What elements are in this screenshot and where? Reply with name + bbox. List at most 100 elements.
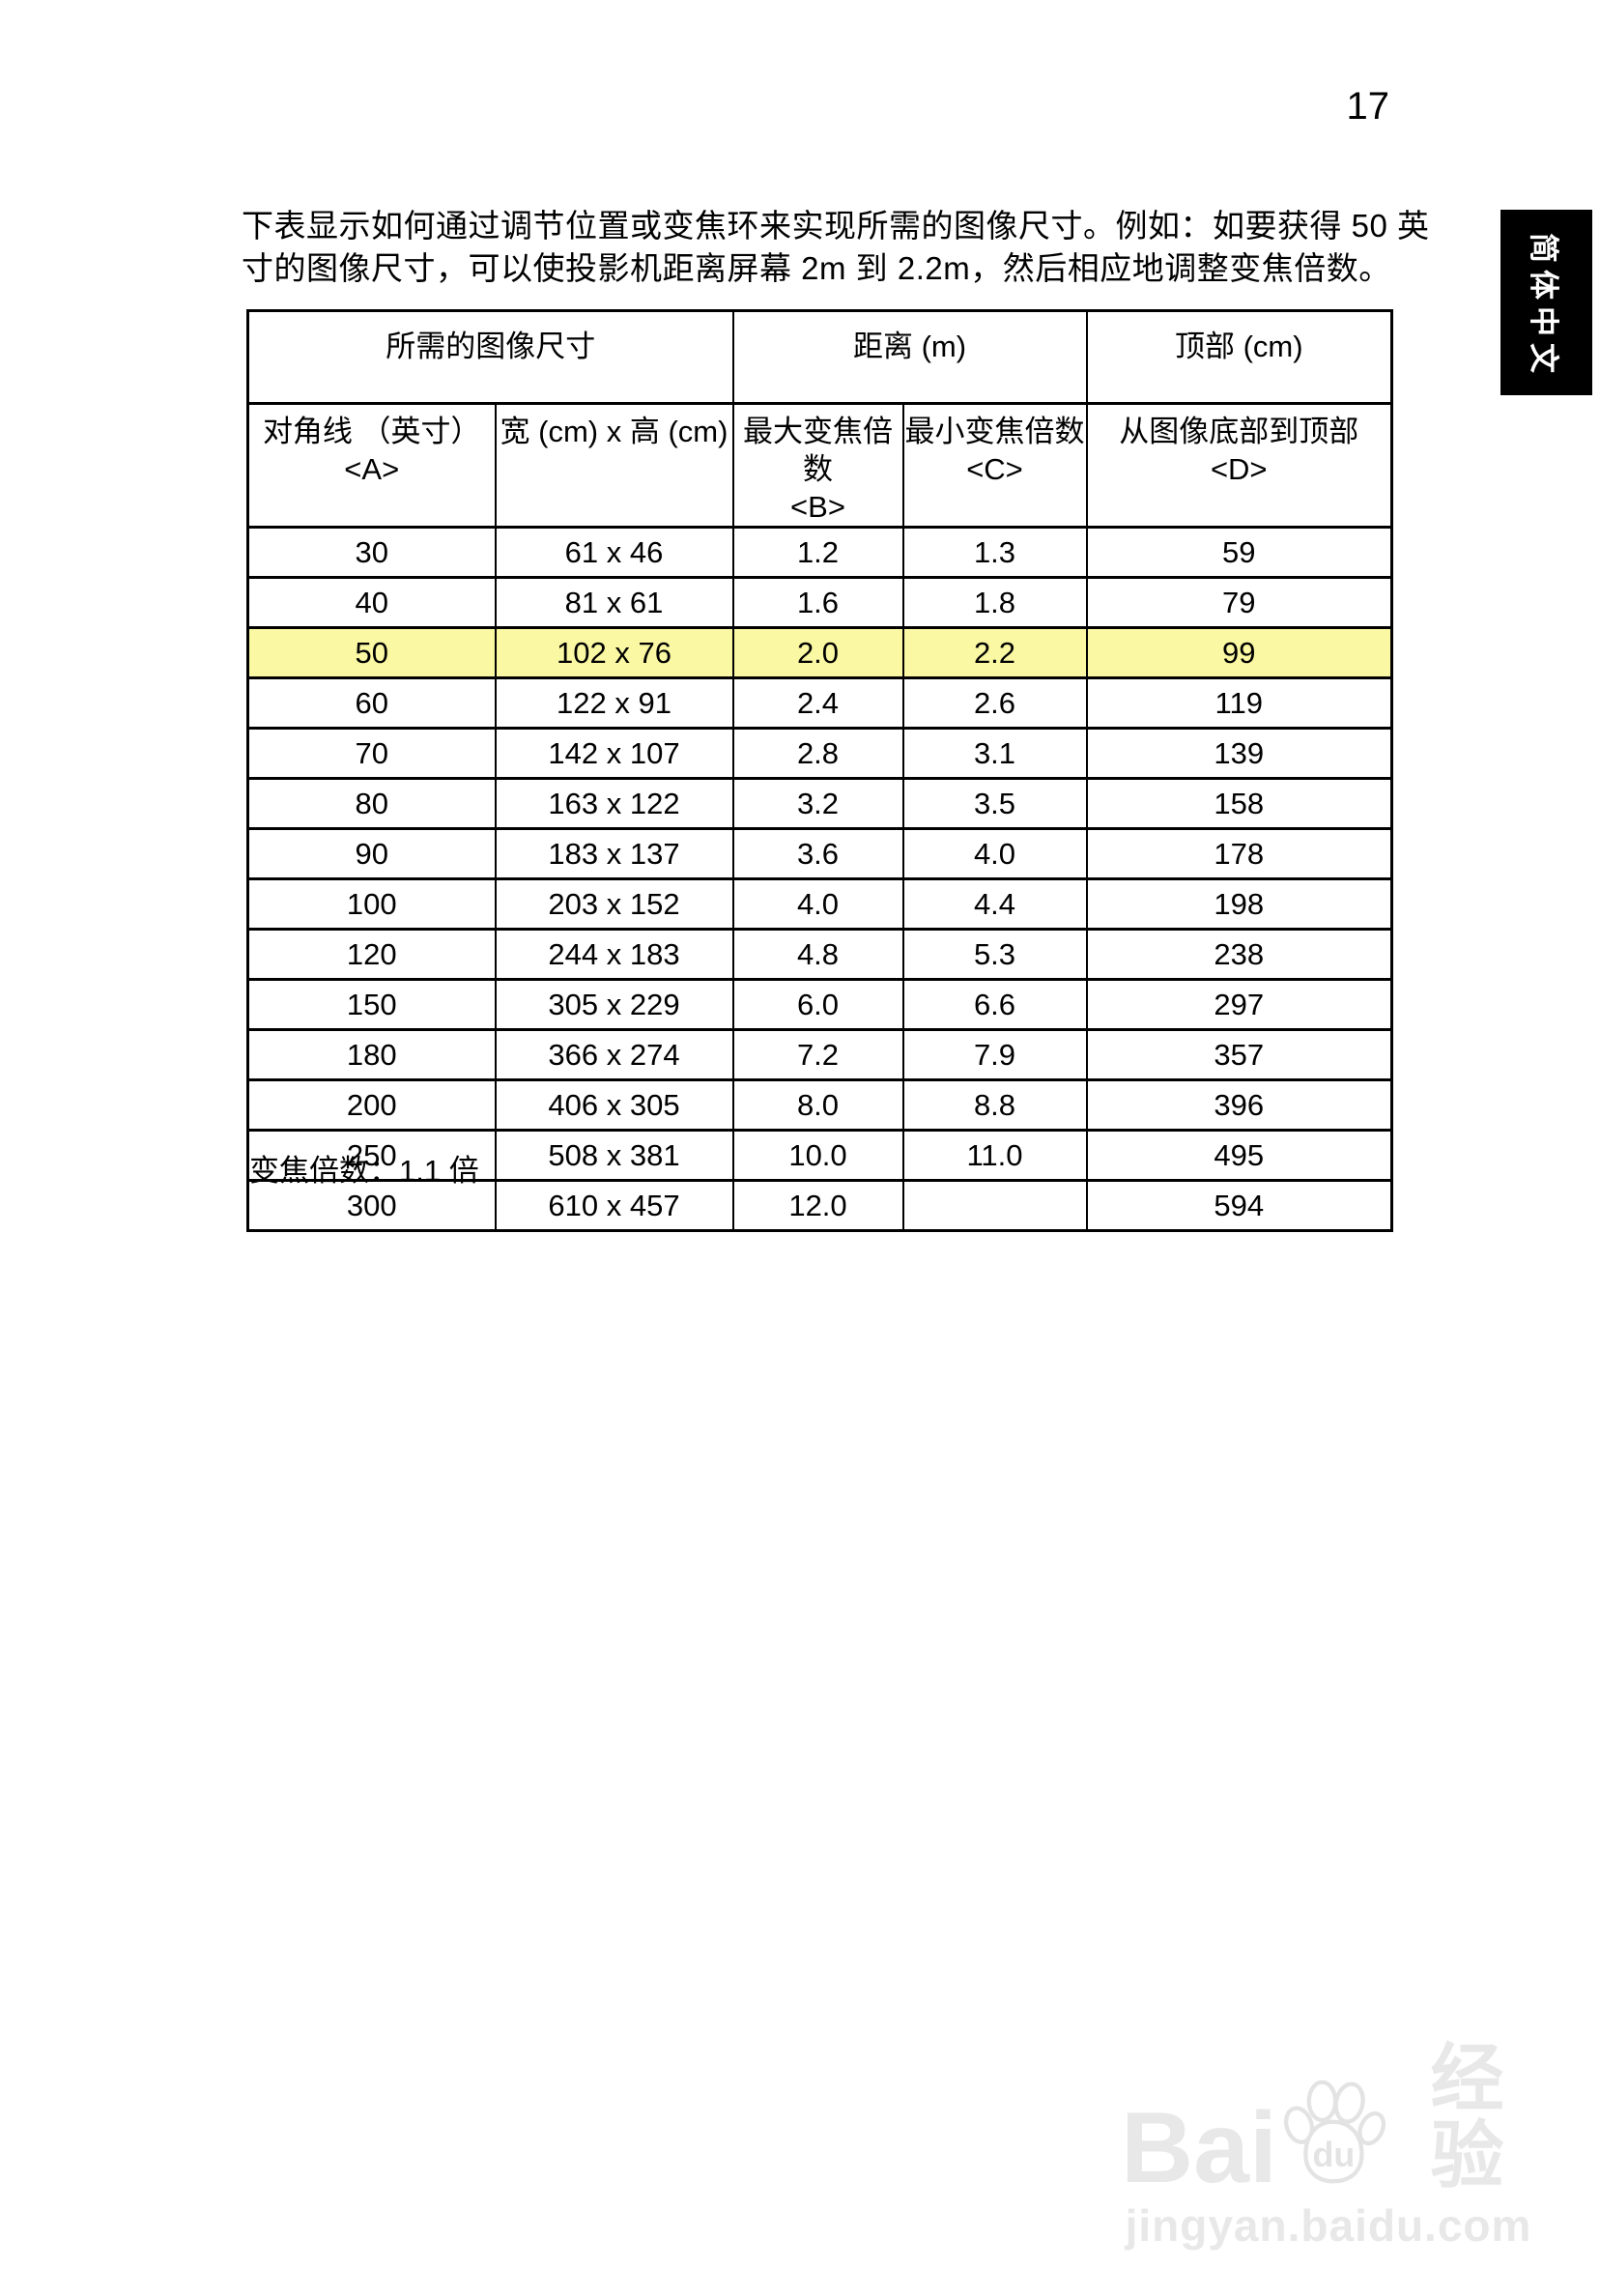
page-number: 17 (1346, 85, 1390, 128)
table-row: 50 102 x 76 2.0 2.2 99 (246, 626, 1393, 679)
sub-header-cell: 从图像底部到顶部 <D> (1085, 402, 1393, 529)
table-cell: 495 (1085, 1129, 1393, 1182)
table-cell: 70 (246, 727, 497, 780)
table-cell: 2.2 (901, 626, 1088, 679)
table-cell: 8.8 (901, 1078, 1088, 1132)
table-cell: 250 (246, 1129, 497, 1182)
sub-header-cell: 最大变焦倍数 <B> (731, 402, 904, 529)
table-cell: 2.8 (731, 727, 904, 780)
table-cell: 59 (1085, 526, 1393, 579)
table-cell: 60 (246, 676, 497, 730)
table-cell: 102 x 76 (494, 626, 734, 679)
table-cell: 5.3 (901, 928, 1088, 981)
table-cell: 1.2 (731, 526, 904, 579)
table-cell: 357 (1085, 1028, 1393, 1081)
table-row: 150 305 x 229 6.0 6.6 297 (246, 978, 1393, 1031)
table-cell: 366 x 274 (494, 1028, 734, 1081)
intro-line-2: 寸的图像尺寸，可以使投影机距离屏幕 2m 到 2.2m，然后相应地调整变焦倍数。 (242, 250, 1391, 286)
table-cell: 6.6 (901, 978, 1088, 1031)
table-cell: 119 (1085, 676, 1393, 730)
table-cell: 3.2 (731, 777, 904, 830)
table-cell: 7.9 (901, 1028, 1088, 1081)
zoom-ratio-note: 变焦倍数：1.1 倍 (249, 1154, 479, 1188)
table-cell: 8.0 (731, 1078, 904, 1132)
table-row: 180 366 x 274 7.2 7.9 357 (246, 1028, 1393, 1081)
group-header-cell: 距离 (m) (731, 309, 1088, 405)
table-cell: 11.0 (901, 1129, 1088, 1182)
baidu-paw-icon: du (1283, 2080, 1386, 2183)
table-row: 60 122 x 91 2.4 2.6 119 (246, 676, 1393, 730)
sub-header-cell: 宽 (cm) x 高 (cm) (494, 402, 734, 529)
group-header-cell: 顶部 (cm) (1085, 309, 1393, 405)
table-cell: 2.4 (731, 676, 904, 730)
table-cell: 120 (246, 928, 497, 981)
table-cell: 50 (246, 626, 497, 679)
table-cell: 30 (246, 526, 497, 579)
table-cell: 1.8 (901, 576, 1088, 629)
watermark-du-text: du (1312, 2135, 1355, 2173)
table-cell: 3.1 (901, 727, 1088, 780)
table-cell: 79 (1085, 576, 1393, 629)
table-cell: 4.0 (901, 827, 1088, 880)
watermark-url: jingyan.baidu.com (1125, 2199, 1532, 2251)
sub-header-cell: 对角线 （英寸） <A> (246, 402, 497, 529)
intro-paragraph: 下表显示如何通过调节位置或变焦环来实现所需的图像尺寸。例如：如要获得 50 英 … (242, 205, 1429, 290)
table-cell: 3.5 (901, 777, 1088, 830)
table-cell: 4.4 (901, 877, 1088, 931)
table-cell: 396 (1085, 1078, 1393, 1132)
baidu-logo: Bai du 经验 (1121, 2038, 1536, 2204)
table-cell: 178 (1085, 827, 1393, 880)
table-cell: 2.6 (901, 676, 1088, 730)
table-row: 90 183 x 137 3.6 4.0 178 (246, 827, 1393, 880)
table-row: 200 406 x 305 8.0 8.8 396 (246, 1078, 1393, 1132)
table-cell: 4.0 (731, 877, 904, 931)
group-header-cell: 所需的图像尺寸 (246, 309, 734, 405)
baidu-watermark: Bai du 经验 jingyan.baidu.com (1121, 2041, 1536, 2252)
watermark-jingyan-text: 经验 (1430, 2038, 1504, 2197)
watermark-bai-text: Bai (1121, 2091, 1277, 2204)
table-group-header-row: 所需的图像尺寸 距离 (m) 顶部 (cm) (246, 309, 1393, 405)
table-row: 300 610 x 457 12.0 594 (246, 1179, 1393, 1232)
language-edge-tab-label: 简体中文 (1527, 232, 1560, 380)
table-cell: 4.8 (731, 928, 904, 981)
table-cell: 61 x 46 (494, 526, 734, 579)
table-cell: 305 x 229 (494, 978, 734, 1031)
language-edge-tab: 简体中文 (1500, 210, 1592, 395)
table-cell: 200 (246, 1078, 497, 1132)
table-cell: 150 (246, 978, 497, 1031)
projection-size-table: 所需的图像尺寸 距离 (m) 顶部 (cm) 对角线 （英寸） <A> 宽 (cm) x… (246, 309, 1393, 1232)
table-cell: 40 (246, 576, 497, 629)
table-cell: 198 (1085, 877, 1393, 931)
table-cell: 1.6 (731, 576, 904, 629)
table-cell: 406 x 305 (494, 1078, 734, 1132)
table-cell: 180 (246, 1028, 497, 1081)
table-cell: 163 x 122 (494, 777, 734, 830)
table-cell: 12.0 (731, 1179, 904, 1232)
table-cell: 300 (246, 1179, 497, 1232)
table-sub-header-row: 对角线 （英寸） <A> 宽 (cm) x 高 (cm) 最大变焦倍数 <B> 最小变焦倍… (246, 402, 1393, 529)
table-cell: 99 (1085, 626, 1393, 679)
table-cell: 238 (1085, 928, 1393, 981)
table-cell: 7.2 (731, 1028, 904, 1081)
table-cell: 80 (246, 777, 497, 830)
table-cell (901, 1179, 1088, 1232)
table-row: 70 142 x 107 2.8 3.1 139 (246, 727, 1393, 780)
table-cell: 142 x 107 (494, 727, 734, 780)
table-row: 30 61 x 46 1.2 1.3 59 (246, 526, 1393, 579)
table-cell: 139 (1085, 727, 1393, 780)
table-cell: 100 (246, 877, 497, 931)
table-cell: 183 x 137 (494, 827, 734, 880)
table-cell: 3.6 (731, 827, 904, 880)
sub-header-cell: 最小变焦倍数 <C> (901, 402, 1088, 529)
table-cell: 508 x 381 (494, 1129, 734, 1182)
table-cell: 203 x 152 (494, 877, 734, 931)
table-cell: 81 x 61 (494, 576, 734, 629)
table-cell: 6.0 (731, 978, 904, 1031)
table-cell: 158 (1085, 777, 1393, 830)
table-row: 40 81 x 61 1.6 1.8 79 (246, 576, 1393, 629)
table-cell: 122 x 91 (494, 676, 734, 730)
table-row: 120 244 x 183 4.8 5.3 238 (246, 928, 1393, 981)
table-row: 250 508 x 381 10.0 11.0 495 (246, 1129, 1393, 1182)
table-cell: 10.0 (731, 1129, 904, 1182)
